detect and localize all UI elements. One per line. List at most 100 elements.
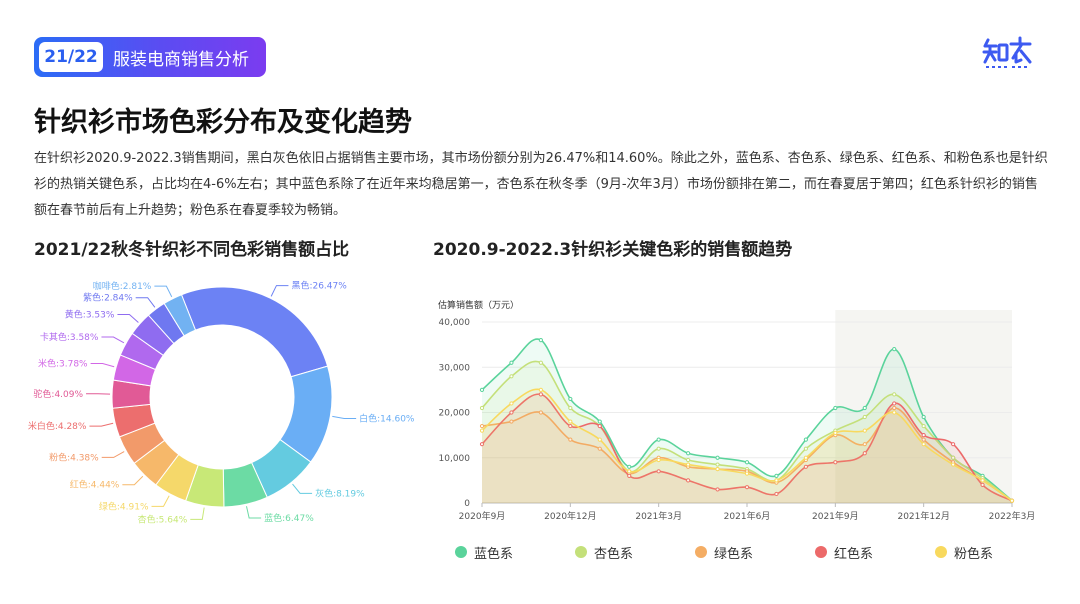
brand-logo-icon: [982, 36, 1032, 68]
donut-slice-label: 米色:3.78%: [38, 358, 88, 370]
series-point: [862, 451, 867, 456]
page-number: 21/22: [39, 42, 103, 72]
line-chart: 估算销售额（万元） 0 10,000 20,000 30,000 40,000 2020年9…: [438, 299, 1035, 522]
line-chart-title: 2020.9-2022.3针织衫关键色彩的销售额趋势: [433, 240, 793, 260]
series-point: [892, 392, 897, 397]
line-chart-legend: 蓝色系 杏色系 绿色系 红色系 粉色系: [455, 540, 1055, 564]
x-tick-label: 2020年12月: [544, 510, 596, 522]
y-tick-label: 0: [464, 499, 470, 509]
donut-leader-line: [154, 285, 173, 298]
series-point: [715, 455, 720, 460]
series-point: [774, 473, 779, 478]
series-point: [568, 405, 573, 411]
donut-slice-label: 粉色:4.38%: [49, 451, 99, 463]
donut-slice-label: 黑色:26.47%: [291, 280, 347, 292]
legend-swatch: [815, 546, 827, 558]
series-point: [686, 478, 691, 483]
y-tick-label: 10,000: [439, 454, 471, 464]
series-point: [715, 487, 720, 492]
series-point: [479, 387, 485, 392]
series-point: [921, 442, 926, 447]
donut-slice-label: 杏色:5.64%: [138, 513, 188, 525]
series-point: [803, 455, 808, 460]
series-point: [568, 419, 573, 424]
x-tick-label: 2020年9月: [459, 510, 506, 522]
series-point: [627, 473, 632, 478]
donut-slice-label: 紫色:2.84%: [83, 292, 133, 304]
donut-slice-label: 绿色:4.91%: [99, 500, 149, 512]
series-point: [597, 437, 602, 442]
legend-swatch: [695, 546, 707, 558]
series-point: [892, 401, 897, 406]
donut-leader-line: [135, 297, 156, 308]
series-point: [686, 462, 691, 467]
donut-chart: 黑色:26.47% 白色:14.60% 灰色:8.19% 蓝色:6.47% 杏色:5.6…: [28, 280, 415, 526]
series-point: [538, 387, 543, 392]
legend-swatch: [935, 546, 947, 558]
series-point: [862, 414, 867, 420]
series-area: [482, 407, 1012, 503]
y-tick-label: 40,000: [439, 318, 471, 328]
series-point: [509, 374, 514, 379]
donut-chart-title: 2021/22秋冬针织衫不同色彩销售额占比: [34, 240, 350, 260]
x-tick-label: 2021年6月: [724, 510, 771, 522]
series-point: [980, 478, 985, 483]
series-point: [803, 446, 808, 451]
series-point: [538, 338, 543, 343]
donut-leader-line: [246, 506, 262, 519]
series-area: [482, 394, 1012, 503]
donut-slice-label: 白色:14.60%: [359, 412, 415, 424]
series-point: [892, 410, 897, 415]
series-point: [744, 471, 750, 476]
series-point: [833, 460, 838, 465]
series-point: [509, 360, 514, 365]
page-title: 针织衫市场色彩分布及变化趋势: [34, 107, 412, 138]
series-point: [892, 347, 897, 352]
series-point: [656, 457, 661, 463]
x-tick-label: 2021年9月: [812, 510, 859, 522]
series-point: [715, 466, 720, 472]
donut-leader-line: [270, 285, 289, 297]
donut-slice-label: 灰色:8.19%: [315, 487, 365, 499]
donut-leader-line: [151, 495, 170, 507]
series-point: [627, 464, 632, 469]
legend-item[interactable]: 粉色系: [935, 540, 1055, 564]
series-point: [656, 446, 661, 451]
legend-swatch: [575, 546, 587, 558]
y-tick-label: 30,000: [439, 363, 471, 373]
donut-slice-label: 卡其色:3.58%: [40, 331, 99, 343]
series-point: [686, 457, 691, 463]
series-area: [482, 389, 1012, 503]
series-point: [1009, 498, 1015, 503]
series-point: [597, 419, 602, 424]
series-point: [538, 410, 543, 415]
series-point: [538, 360, 543, 365]
section-badge: 21/22 服装电商销售分析: [34, 37, 266, 77]
y-axis-label: 估算销售额（万元）: [438, 299, 519, 311]
legend-swatch: [455, 546, 467, 558]
series-point: [479, 428, 485, 433]
series-point: [921, 414, 926, 420]
donut-leader-line: [190, 507, 205, 520]
donut-leader-line: [101, 336, 125, 344]
series-point: [833, 405, 838, 411]
series-point: [833, 430, 838, 435]
summary-paragraph: 在针织衫2020.9-2022.3销售期间，黑白灰色依旧占据销售主要市场，其市场…: [34, 151, 1048, 218]
series-point: [538, 392, 543, 397]
donut-slice: [180, 286, 329, 378]
legend-item[interactable]: 杏色系: [575, 540, 695, 564]
series-point: [803, 464, 808, 469]
series-point: [656, 469, 661, 474]
donut-leader-line: [332, 415, 357, 419]
legend-item[interactable]: 绿色系: [695, 540, 815, 564]
series-point: [921, 437, 926, 442]
donut-leader-line: [292, 483, 313, 494]
legend-item[interactable]: 红色系: [815, 540, 935, 564]
legend-item[interactable]: 蓝色系: [455, 540, 575, 564]
donut-leader-line: [122, 475, 144, 486]
series-point: [744, 460, 750, 465]
legend-label: 粉色系: [954, 546, 994, 562]
series-point: [509, 401, 514, 406]
series-point: [509, 419, 514, 424]
donut-leader-line: [101, 451, 125, 458]
